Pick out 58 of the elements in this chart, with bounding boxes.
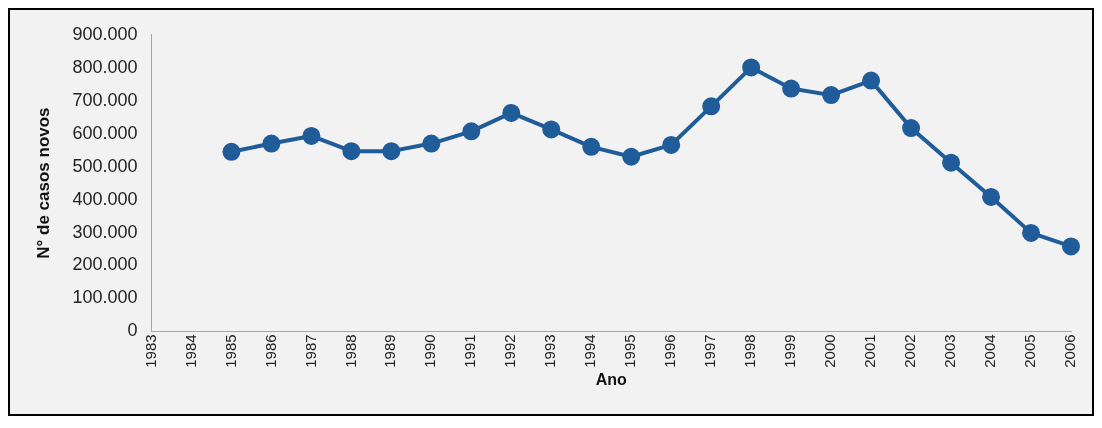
x-tick-label: 1992 (501, 334, 519, 368)
y-tick-label: 900.000 (72, 23, 138, 44)
point (502, 103, 521, 122)
point (422, 134, 441, 153)
x-tick-label: 2000 (821, 334, 839, 368)
point (782, 79, 801, 98)
point (942, 153, 961, 172)
point (862, 71, 881, 90)
y-tick-label: 200.000 (72, 254, 138, 275)
x-tick-label: 1997 (701, 334, 719, 368)
x-tick-label: 1984 (181, 334, 199, 368)
point (1022, 223, 1041, 242)
point (542, 120, 561, 139)
point (702, 97, 721, 116)
point (222, 142, 241, 161)
x-tick-label: 1993 (541, 334, 559, 368)
point (582, 137, 601, 156)
point (902, 119, 921, 138)
x-tick-label: 1988 (341, 334, 359, 368)
x-tick-label: 1994 (581, 334, 599, 368)
point (742, 58, 761, 77)
x-tick-label: 1999 (781, 334, 799, 368)
x-tick-label: 1991 (461, 334, 479, 368)
x-tick-label: 1995 (621, 334, 639, 368)
x-tick-label: 2003 (941, 334, 959, 368)
x-tick-label: 2004 (981, 334, 999, 368)
point (302, 126, 321, 145)
point (262, 134, 281, 153)
x-tick-label: 1989 (381, 334, 399, 368)
point (982, 187, 1001, 206)
x-tick-label: 1998 (741, 334, 759, 368)
y-tick-label: 0 (127, 320, 138, 341)
point (822, 86, 841, 105)
y-tick-label: 500.000 (72, 155, 138, 176)
x-tick-label: 1983 (141, 334, 159, 368)
point (1062, 237, 1080, 256)
x-tick-label: 1987 (301, 334, 319, 368)
x-tick-label: 1986 (261, 334, 279, 368)
y-tick-label: 400.000 (72, 188, 138, 209)
x-tick-label: 2001 (861, 334, 879, 368)
x-tick-label: 1990 (421, 334, 439, 368)
x-tick-label: 2006 (1061, 334, 1079, 368)
x-axis-title: Ano (595, 370, 628, 388)
x-tick-label: 1996 (661, 334, 679, 368)
y-tick-label: 100.000 (72, 287, 138, 308)
point (382, 142, 401, 161)
y-tick-label: 700.000 (72, 89, 138, 110)
y-tick-label: 800.000 (72, 56, 138, 77)
x-tick-label: 2005 (1021, 334, 1039, 368)
y-tick-label: 300.000 (72, 221, 138, 242)
point (662, 135, 681, 154)
y-tick-label: 600.000 (72, 122, 138, 143)
point (622, 147, 641, 166)
y-axis-title: N° de casos novos (33, 107, 53, 259)
x-tick-label: 1985 (221, 334, 239, 368)
point (462, 122, 481, 141)
point (342, 142, 361, 161)
x-tick-label: 2002 (901, 334, 919, 368)
